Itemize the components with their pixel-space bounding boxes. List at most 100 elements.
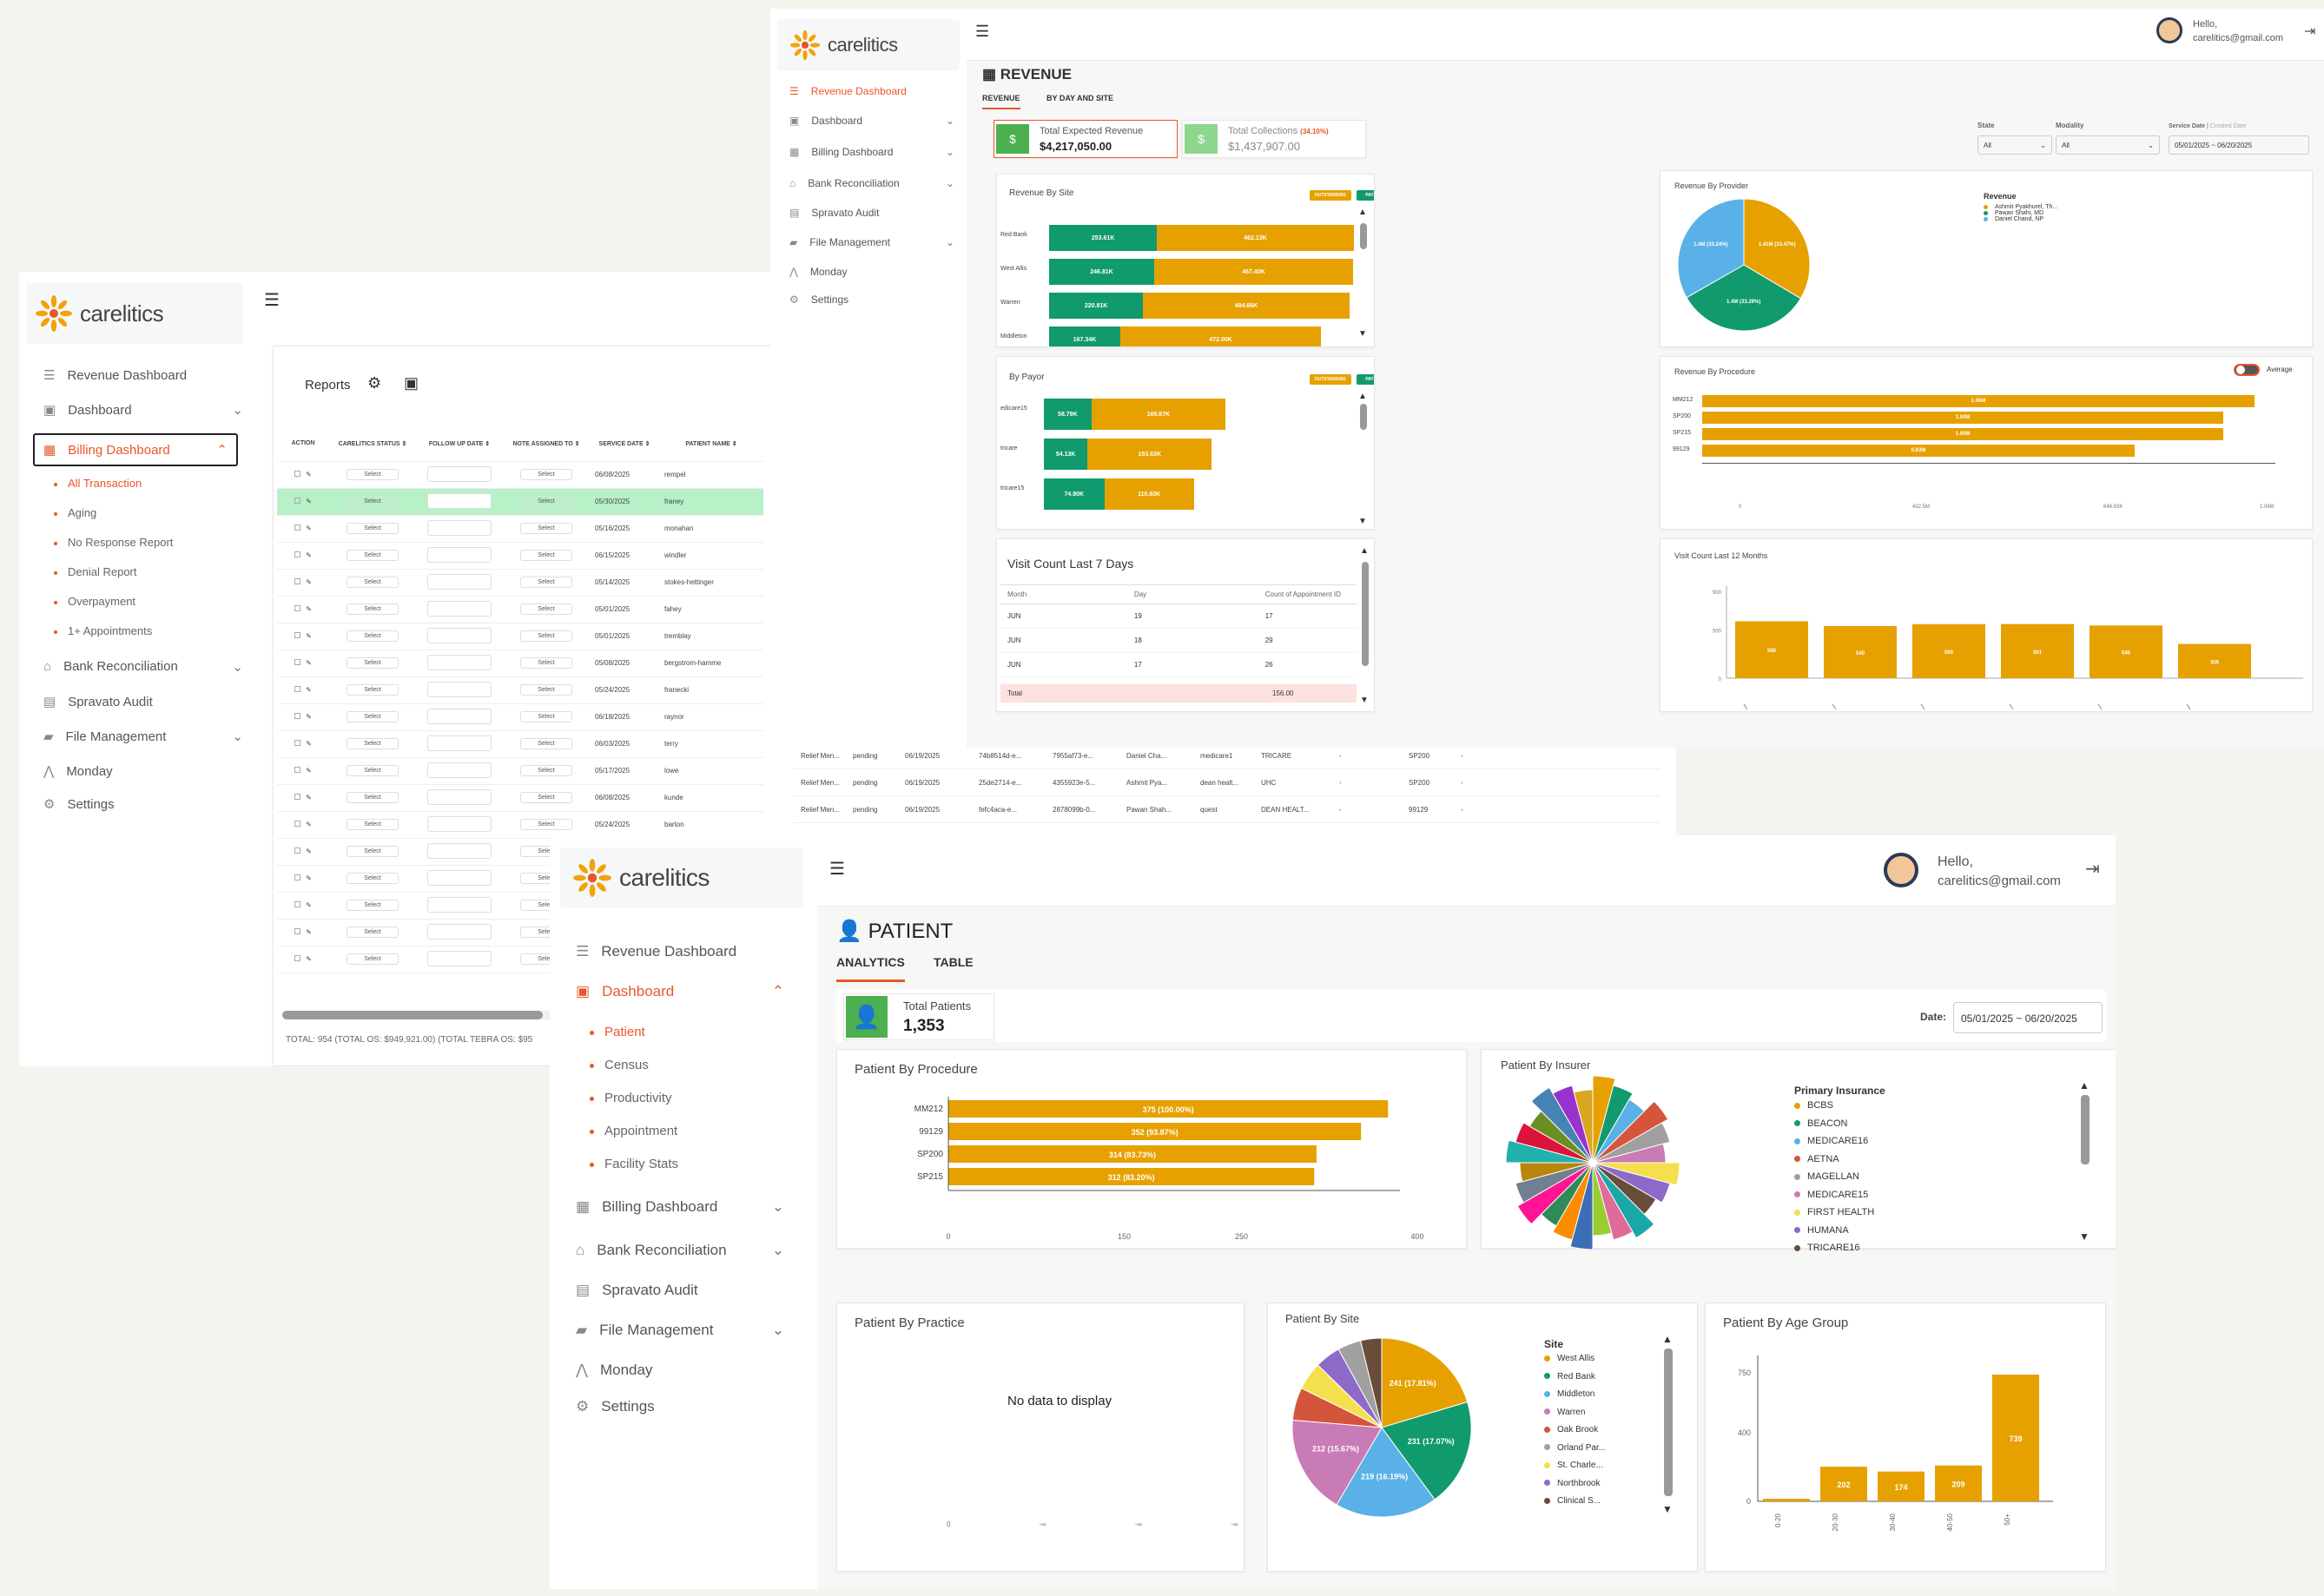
edit-icon[interactable]: ✎ — [306, 901, 312, 909]
visit-col-month[interactable]: Month — [1007, 590, 1027, 598]
b-nav-bank[interactable]: ⌂ Bank Reconciliation ⌄ — [43, 659, 243, 675]
row-checkbox[interactable] — [294, 498, 301, 504]
table-row[interactable]: ✎ Select Select 05/24/2025 franecki — [277, 676, 763, 704]
follow-up-input[interactable] — [427, 762, 492, 778]
note-select[interactable]: Select — [520, 711, 572, 722]
row-checkbox[interactable] — [294, 794, 301, 800]
follow-up-input[interactable] — [427, 492, 492, 509]
edit-icon[interactable]: ✎ — [306, 498, 312, 505]
edit-icon[interactable]: ✎ — [306, 928, 312, 936]
status-select[interactable]: Select — [347, 469, 399, 480]
col-action[interactable]: ACTION — [277, 426, 329, 462]
scroll-down-icon[interactable]: ▼ — [1662, 1503, 1673, 1515]
follow-up-input[interactable] — [427, 600, 492, 617]
status-select[interactable]: Select — [347, 603, 399, 615]
table-row[interactable]: ✎ Select Select 06/18/2025 raynor — [277, 703, 763, 731]
v-scrollbar[interactable] — [1664, 1349, 1673, 1496]
r-tab-by-day[interactable]: BY DAY AND SITE — [1046, 94, 1114, 102]
status-select[interactable]: Select — [347, 550, 399, 561]
row-checkbox[interactable] — [294, 605, 301, 611]
p-nav-spravato[interactable]: ▤ Spravato Audit — [576, 1282, 698, 1298]
settings-report-icon[interactable]: ⚙ — [367, 374, 382, 392]
follow-up-input[interactable] — [427, 842, 492, 859]
b-sub-all-transaction[interactable]: All Transaction — [54, 477, 142, 490]
row-checkbox[interactable] — [294, 821, 301, 827]
visit-col-count[interactable]: Count of Appointment ID — [1264, 590, 1341, 598]
scroll-down-icon[interactable]: ▼ — [2079, 1230, 2090, 1243]
note-select[interactable]: Select — [520, 630, 572, 642]
v-scrollbar[interactable] — [1360, 404, 1367, 430]
follow-up-input[interactable] — [427, 788, 492, 805]
v-scrollbar[interactable] — [1360, 223, 1367, 249]
p-sub-productivity[interactable]: Productivity — [590, 1091, 672, 1105]
row-checkbox[interactable] — [294, 847, 301, 854]
b-nav-billing-dashboard[interactable]: ▦ Billing Dashboard ⌃ — [33, 433, 238, 466]
note-select[interactable]: Select — [520, 469, 572, 480]
note-select[interactable]: Select — [520, 523, 572, 534]
row-checkbox[interactable] — [294, 524, 301, 531]
logout-icon[interactable]: ⇥ — [2085, 860, 2100, 879]
status-select[interactable]: Select — [347, 630, 399, 642]
r-menu-toggle-icon[interactable]: ☰ — [975, 23, 990, 40]
b-sub-overpayment[interactable]: Overpayment — [54, 595, 135, 608]
edit-icon[interactable]: ✎ — [306, 847, 312, 855]
table-row[interactable]: ✎ Select Select 05/08/2025 bergstrom-hamme — [277, 650, 763, 677]
col-patient-name[interactable]: PATIENT NAME ⇕ — [659, 426, 763, 462]
follow-up-input[interactable] — [427, 950, 492, 966]
row-checkbox[interactable] — [294, 928, 301, 934]
p-nav-bank[interactable]: ⌂ Bank Reconciliation ⌄ — [576, 1242, 784, 1258]
follow-up-input[interactable] — [427, 896, 492, 913]
status-select[interactable]: Select — [347, 819, 399, 830]
follow-up-input[interactable] — [427, 708, 492, 724]
follow-up-input[interactable] — [427, 627, 492, 643]
follow-up-input[interactable] — [427, 815, 492, 832]
follow-up-input[interactable] — [427, 923, 492, 940]
p-tab-analytics[interactable]: ANALYTICS — [836, 955, 905, 982]
r-nav-monday[interactable]: ⋀ Monday — [789, 266, 848, 278]
p-nav-billing[interactable]: ▦ Billing Dashboard ⌄ — [576, 1198, 784, 1215]
h-scrollbar[interactable] — [282, 1011, 769, 1019]
status-select[interactable]: Select — [347, 657, 399, 669]
col-note[interactable]: NOTE ASSIGNED TO ⇕ — [503, 426, 590, 462]
row-checkbox[interactable] — [294, 578, 301, 584]
status-select[interactable]: Select — [347, 927, 399, 938]
p-nav-revenue-dashboard[interactable]: ☰ Revenue Dashboard — [576, 943, 737, 960]
p-nav-settings[interactable]: ⚙ Settings — [576, 1398, 655, 1415]
b-sub-denial[interactable]: Denial Report — [54, 565, 137, 578]
table-row[interactable]: ✎ Select Select 05/01/2025 fahey — [277, 596, 763, 623]
edit-icon[interactable]: ✎ — [306, 767, 312, 775]
row-checkbox[interactable] — [294, 551, 301, 557]
follow-up-input[interactable] — [427, 654, 492, 670]
row-checkbox[interactable] — [294, 901, 301, 907]
note-select[interactable]: Select — [520, 603, 572, 615]
table-row[interactable]: Relief Men... pending 06/19/2025 25de2714-e… — [792, 769, 1660, 796]
table-row[interactable]: ✎ Select Select 06/08/2025 rempel — [277, 461, 763, 489]
edit-icon[interactable]: ✎ — [306, 524, 312, 532]
table-row[interactable]: ✎ Select Select 06/15/2025 windler — [277, 542, 763, 570]
status-select[interactable]: Select — [347, 738, 399, 749]
table-row[interactable]: ✎ Select Select 05/16/2025 monahan — [277, 515, 763, 543]
p-nav-monday[interactable]: ⋀ Monday — [576, 1362, 653, 1378]
r-nav-spravato[interactable]: ▤ Spravato Audit — [789, 207, 880, 219]
edit-icon[interactable]: ✎ — [306, 955, 312, 963]
follow-up-input[interactable] — [427, 681, 492, 697]
scroll-up-icon[interactable]: ▲ — [1662, 1333, 1673, 1345]
p-nav-dashboard[interactable]: ▣ Dashboard ⌃ — [576, 983, 784, 999]
edit-icon[interactable]: ✎ — [306, 632, 312, 640]
table-row[interactable]: ✎ Select Select 05/30/2025 franey — [277, 488, 763, 516]
visit-col-day[interactable]: Day — [1133, 590, 1147, 598]
date-range-input[interactable]: 05/01/2025 ~ 06/20/2025 — [1953, 1002, 2103, 1033]
note-select[interactable]: Select — [520, 496, 572, 507]
r-nav-revenue-dashboard[interactable]: ☰ Revenue Dashboard — [789, 85, 907, 97]
edit-icon[interactable]: ✎ — [306, 740, 312, 748]
p-menu-toggle-icon[interactable]: ☰ — [829, 860, 845, 879]
status-select[interactable]: Select — [347, 846, 399, 857]
r-nav-billing[interactable]: ▦ Billing Dashboard ⌄ — [789, 146, 954, 158]
b-nav-file[interactable]: ▰ File Management ⌄ — [43, 729, 243, 745]
follow-up-input[interactable] — [427, 869, 492, 886]
table-row[interactable]: ✎ Select Select 05/24/2025 barton — [277, 811, 763, 839]
row-checkbox[interactable] — [294, 471, 301, 477]
r-nav-dashboard[interactable]: ▣ Dashboard ⌄ — [789, 115, 954, 127]
note-select[interactable]: Select — [520, 792, 572, 803]
p-sub-census[interactable]: Census — [590, 1058, 649, 1072]
